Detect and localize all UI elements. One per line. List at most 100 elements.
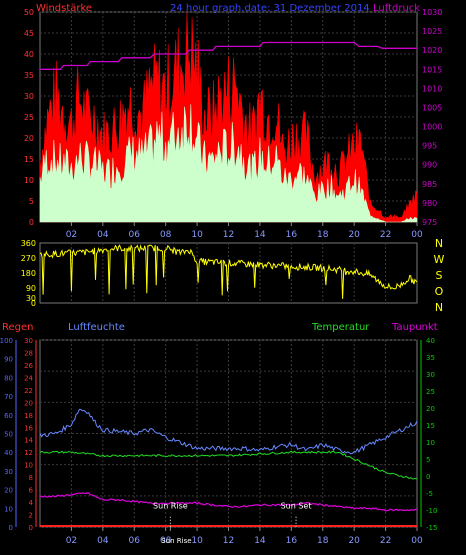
wind-panel-xtick-label: 04 (97, 230, 109, 240)
pressure-ytick-label: 980 (422, 199, 437, 208)
direction-compass-label: N (435, 301, 443, 314)
pressure-ytick-label: 1010 (422, 84, 442, 93)
chart-title: 24 hour graph.date: 31 Dezember 2014 (170, 3, 370, 14)
rain-ytick-label: 12 (24, 449, 33, 457)
wind-ytick-label: 40 (24, 50, 34, 59)
pressure-axis-title: Luftdruck (373, 3, 420, 14)
wind-panel-xtick-label: 16 (286, 230, 298, 240)
pressure-ytick-label: 1015 (422, 65, 442, 74)
climate-xtick-label: 04 (97, 536, 109, 546)
direction-compass-label: W (434, 253, 445, 266)
direction-series (39, 244, 418, 299)
humidity-ytick-label: 70 (4, 393, 13, 401)
rain-ytick-label: 22 (24, 387, 33, 395)
temp-ytick-label: -5 (426, 490, 433, 498)
humidity-series (39, 408, 418, 455)
pressure-series (40, 41, 417, 70)
wind-panel-xtick-label: 06 (129, 230, 141, 240)
temp-ytick-label: 0 (426, 473, 430, 481)
climate-xtick-label: 00 (411, 536, 423, 546)
rain-ytick-label: 28 (24, 349, 33, 357)
wind-panel-xtick-label: 00 (411, 230, 423, 240)
temp-ytick-label: 15 (426, 422, 435, 430)
temp-ytick-label: 25 (426, 388, 435, 396)
rain-ytick-label: 2 (29, 512, 33, 520)
pressure-ytick-label: 990 (422, 161, 437, 170)
direction-ytick-label: 270 (21, 254, 36, 263)
temp-ytick-label: 5 (426, 456, 430, 464)
temperature-label: Temperatur (311, 322, 370, 333)
direction-ytick-label: 180 (21, 269, 36, 278)
direction-compass-label: O (435, 285, 444, 298)
humidity-ytick-label: 20 (4, 487, 13, 495)
wind-ytick-label: 5 (29, 197, 34, 206)
rain-ytick-label: 8 (29, 474, 33, 482)
wind-ytick-label: 25 (24, 113, 34, 122)
pressure-ytick-label: 985 (422, 180, 437, 189)
wind-panel-xtick-label: 02 (66, 230, 77, 240)
temperature-series (39, 450, 418, 480)
pressure-ytick-label: 1000 (422, 123, 442, 132)
humidity-ytick-label: 0 (9, 524, 13, 532)
climate-xtick-label: 16 (286, 536, 298, 546)
temp-ytick-label: 20 (426, 405, 435, 413)
sun-rise-xtick-label: Sun Rise (161, 537, 191, 545)
sun-rise-annotation: Sun Rise (153, 502, 188, 511)
chart-layer: 0510152025303540455097598098599099510001… (0, 8, 445, 546)
wind-ytick-label: 50 (24, 8, 34, 17)
direction-ytick-label: 0 (31, 299, 36, 308)
rain-ytick-label: 0 (29, 524, 33, 532)
direction-compass-label: S (436, 269, 443, 282)
rain-ytick-label: 18 (24, 412, 33, 420)
rain-ytick-label: 16 (24, 424, 33, 432)
wind-ytick-label: 20 (24, 134, 34, 143)
wind-ytick-label: 0 (29, 218, 34, 227)
humidity-ytick-label: 60 (4, 412, 13, 420)
wind-ytick-label: 15 (24, 155, 34, 164)
humidity-ytick-label: 80 (4, 374, 13, 382)
rain-ytick-label: 4 (29, 499, 34, 507)
climate-xtick-label: 12 (223, 536, 234, 546)
temp-ytick-label: 10 (426, 439, 435, 447)
humidity-label: Luftfeuchte (68, 322, 125, 333)
climate-xtick-label: 22 (380, 536, 391, 546)
climate-xtick-label: 20 (348, 536, 360, 546)
temp-ytick-label: 40 (426, 337, 435, 345)
direction-ytick-label: 30 (26, 294, 36, 303)
climate-xtick-label: 10 (191, 536, 203, 546)
climate-xtick-label: 06 (129, 536, 141, 546)
direction-ytick-label: 90 (26, 284, 36, 293)
wind-ytick-label: 35 (24, 71, 34, 80)
rain-ytick-label: 30 (24, 337, 33, 345)
dewpoint-series (40, 492, 418, 512)
temp-ytick-label: -15 (426, 524, 437, 532)
climate-xtick-label: 14 (254, 536, 266, 546)
climate-xtick-label: 08 (160, 536, 172, 546)
humidity-ytick-label: 50 (4, 431, 13, 439)
pressure-ytick-label: 975 (422, 218, 437, 227)
temp-ytick-label: 30 (426, 371, 435, 379)
rain-ytick-label: 14 (24, 437, 33, 445)
humidity-ytick-label: 90 (4, 356, 13, 364)
wind-panel-xtick-label: 22 (380, 230, 391, 240)
wind-panel-xtick-label: 08 (160, 230, 172, 240)
rain-ytick-label: 6 (29, 487, 34, 495)
pressure-ytick-label: 1030 (422, 8, 442, 17)
wind-panel-xtick-label: 10 (191, 230, 203, 240)
rain-ytick-label: 10 (24, 462, 33, 470)
pressure-ytick-label: 1005 (422, 103, 442, 112)
pressure-ytick-label: 1025 (422, 27, 442, 36)
rain-ytick-label: 24 (24, 374, 33, 382)
humidity-ytick-label: 30 (4, 468, 13, 476)
wind-axis-title: Windstärke (36, 3, 92, 14)
wind-panel-xtick-label: 20 (348, 230, 360, 240)
humidity-ytick-label: 100 (0, 337, 13, 345)
wind-panel-xtick-label: 14 (254, 230, 266, 240)
wind-ytick-label: 30 (24, 92, 34, 101)
direction-ytick-label: 360 (21, 239, 36, 248)
temp-ytick-label: -10 (426, 507, 437, 515)
wind-panel-xtick-label: 12 (223, 230, 234, 240)
humidity-ytick-label: 10 (4, 505, 13, 513)
